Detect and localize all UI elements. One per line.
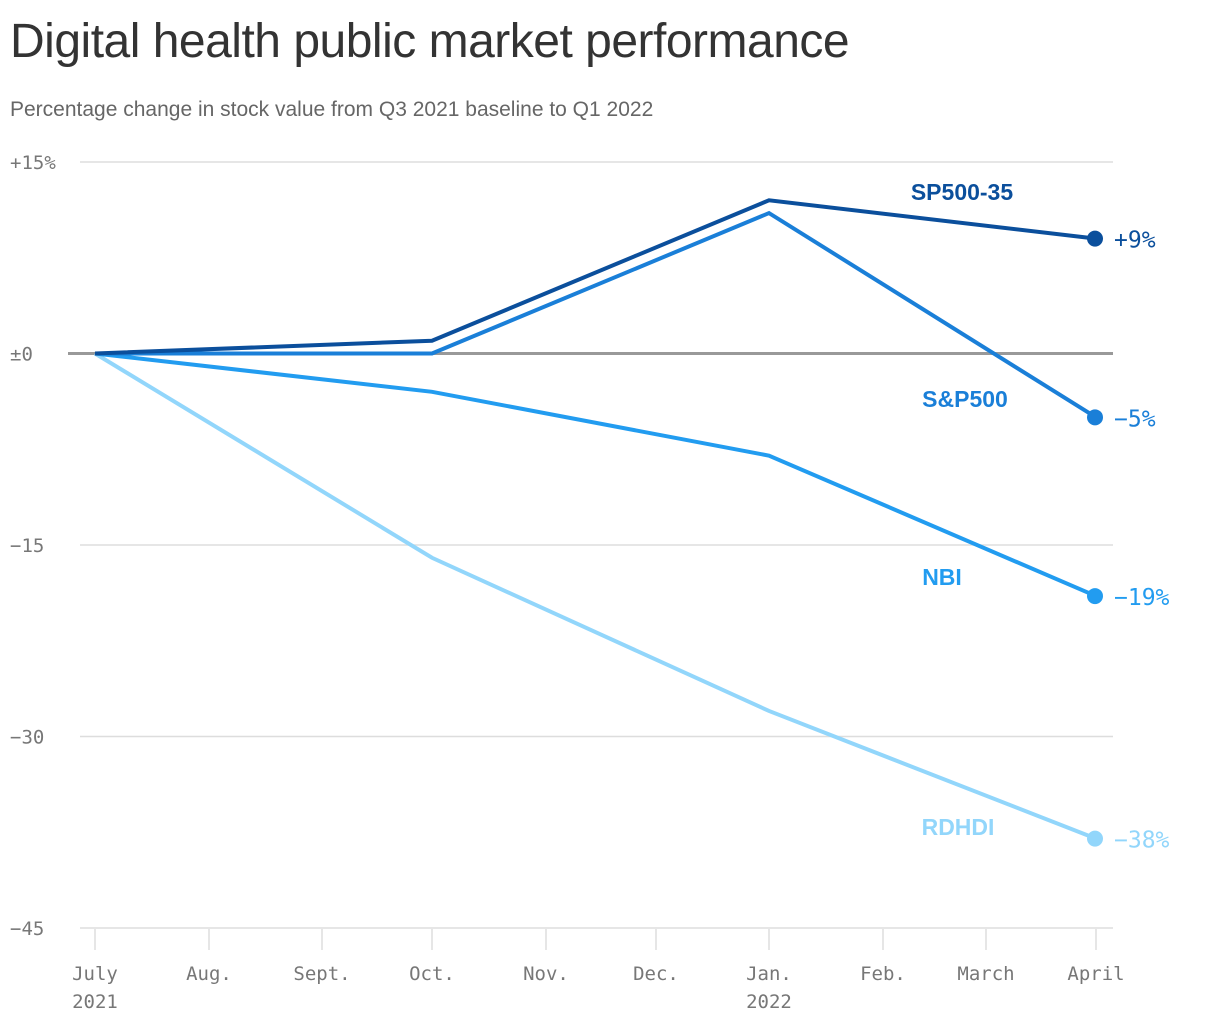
y-tick-label: −15 — [10, 535, 44, 557]
series-end-value-label: −5% — [1114, 406, 1156, 432]
x-tick-label: Jan. — [746, 963, 792, 985]
x-tick-year-label: 2021 — [72, 991, 118, 1013]
series-end-marker — [1087, 409, 1103, 426]
series-name-label: S&P500 — [922, 386, 1008, 412]
series-line-sp500-35 — [94, 198, 1097, 356]
series-name-label: NBI — [922, 564, 962, 590]
series-name-label: RDHDI — [922, 814, 995, 840]
y-tick-label: ±0 — [10, 344, 33, 366]
x-tick-label: Aug. — [186, 963, 232, 985]
y-tick-label: −30 — [10, 727, 44, 749]
series-end-value-label: −19% — [1114, 585, 1170, 611]
series-line-s-p500 — [95, 210, 1098, 420]
series-line-nbi — [94, 351, 1097, 598]
y-tick-label: +15% — [10, 152, 56, 174]
series-line-rdhdi — [93, 351, 1097, 841]
x-tick-label: Oct. — [409, 963, 455, 985]
x-tick-label: Feb. — [860, 963, 906, 985]
series-end-value-label: −38% — [1114, 828, 1170, 854]
chart-subtitle: Percentage change in stock value from Q3… — [10, 98, 654, 121]
x-tick-label: Nov. — [523, 963, 569, 985]
x-tick-label: Dec. — [633, 963, 679, 985]
x-tick-year-label: 2022 — [746, 991, 792, 1013]
chart-title: Digital health public market performance — [10, 15, 850, 68]
x-tick-label: April — [1067, 963, 1124, 985]
series-name-label: SP500-35 — [911, 179, 1014, 205]
series-end-marker — [1087, 230, 1103, 247]
x-tick-label: March — [957, 963, 1014, 985]
series-end-marker — [1087, 588, 1103, 605]
series-end-value-label: +9% — [1114, 228, 1156, 254]
y-tick-label: −45 — [10, 918, 44, 940]
x-tick-label: July — [72, 963, 118, 985]
x-tick-label: Sept. — [293, 963, 350, 985]
series-end-marker — [1087, 830, 1103, 847]
